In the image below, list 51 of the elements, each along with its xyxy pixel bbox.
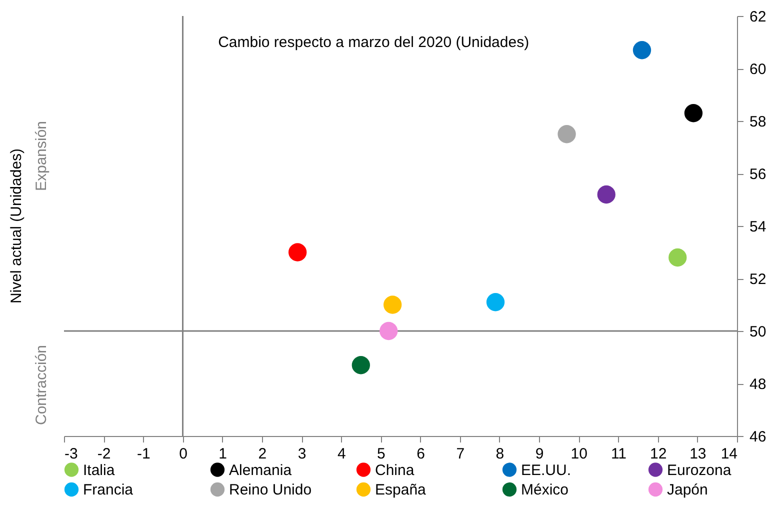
y-tick-label: 52 <box>750 271 766 288</box>
y-tick-label: 48 <box>750 376 766 393</box>
x-tick-label: 0 <box>179 446 188 462</box>
x-tick-label: 10 <box>570 446 588 462</box>
text: Expansión <box>33 120 50 192</box>
y-tick-label: 58 <box>750 114 766 130</box>
legend-label: Alemania <box>229 462 292 479</box>
legend-label: Eurozona <box>667 462 732 479</box>
x-tick-label: 1 <box>218 446 228 462</box>
point <box>597 185 616 204</box>
y-tick-label: 54 <box>750 218 766 236</box>
y-tick-label: 60 <box>750 61 766 78</box>
y-tick-label: 50 <box>750 324 766 340</box>
y-axis-title: Nivel actual (Unidades) <box>8 148 25 304</box>
x-tick-label: 12 <box>650 446 667 462</box>
point <box>668 248 687 267</box>
x-tick-label: 9 <box>535 446 544 462</box>
point <box>558 125 576 144</box>
legend-label: España <box>375 482 427 498</box>
y-tick-label: 56 <box>750 166 766 183</box>
x-tick-label: -3 <box>64 446 78 462</box>
text: Contracción <box>33 344 50 426</box>
x-tick-label: -1 <box>137 446 150 462</box>
legend-label: China <box>375 462 415 479</box>
legend-label: EE.UU. <box>521 462 572 479</box>
x-tick-label: 3 <box>298 446 306 462</box>
point <box>380 322 398 340</box>
x-tick-label: 14 <box>720 446 738 462</box>
x-tick-label: 8 <box>496 446 504 462</box>
point <box>384 296 402 314</box>
legend-label: Italia <box>83 462 116 479</box>
legend-label: México <box>521 482 569 498</box>
x-tick-label: 6 <box>416 446 425 462</box>
x-tick-label: 7 <box>456 446 465 462</box>
point <box>632 41 652 60</box>
x-tick-label: 4 <box>337 446 346 462</box>
x-tick-label: -2 <box>97 446 111 462</box>
y-tick-label: 46 <box>750 428 766 446</box>
legend-label: Reino Unido <box>229 482 312 498</box>
point <box>288 243 307 262</box>
y-tick-label: 62 <box>750 8 766 26</box>
point <box>684 104 703 122</box>
x-tick-label: 13 <box>690 446 706 462</box>
point <box>352 356 370 374</box>
legend-label: Francia <box>83 482 134 498</box>
x-tick-label: 11 <box>610 446 627 462</box>
x-tick-label: 5 <box>377 446 386 462</box>
legend-label: Japón <box>667 482 708 498</box>
x-tick-label: 2 <box>258 446 267 462</box>
point <box>486 293 505 312</box>
annotation: Cambio respecto a marzo del 2020 (Unidades) <box>218 34 530 51</box>
